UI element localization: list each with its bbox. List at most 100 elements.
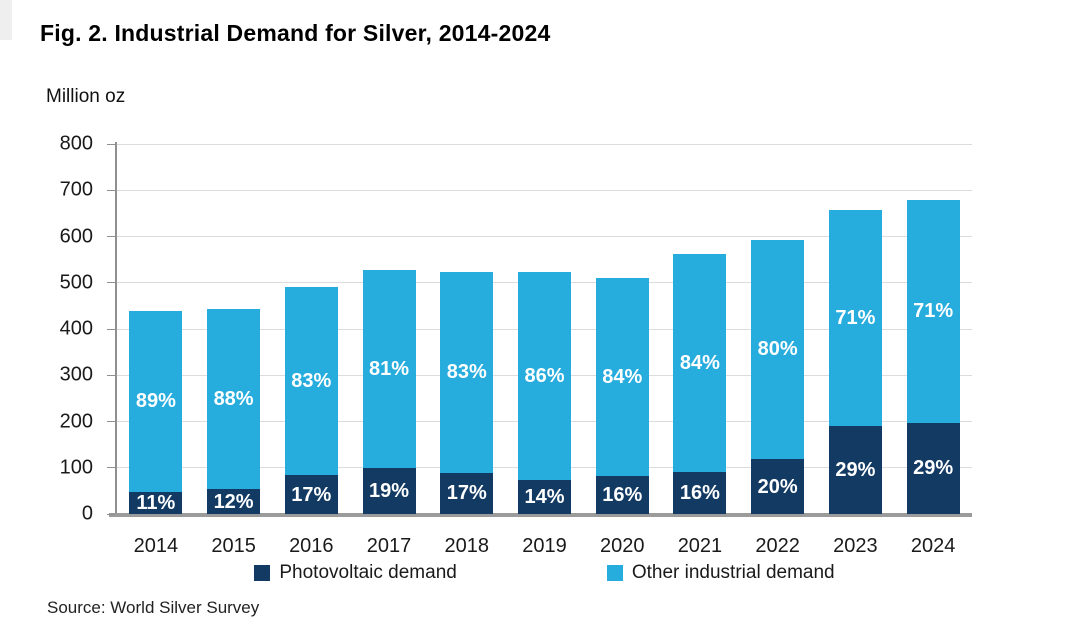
y-tick-label-600: 600	[59, 225, 93, 247]
figure-title: Fig. 2. Industrial Demand for Silver, 20…	[40, 20, 551, 46]
y-tick-label-0: 0	[81, 502, 93, 525]
bar-label-photovoltaic-2022: 20%	[757, 475, 798, 498]
y-tick-label-500: 500	[59, 271, 93, 294]
bar-group-2016: 17% 83% 2016	[272, 144, 350, 557]
bar-segment-photovoltaic-2023	[828, 425, 882, 514]
bar-segment-other-industrial-2018	[440, 271, 494, 473]
gridline-800	[117, 143, 972, 145]
bar-group-2014: 11% 89% 2014	[117, 144, 195, 557]
y-axis-line	[115, 142, 117, 514]
y-tick-label-100: 100	[59, 456, 93, 479]
bar-segment-photovoltaic-2016	[284, 475, 338, 514]
bar-segment-photovoltaic-2019	[517, 480, 571, 514]
bar-label-photovoltaic-2020: 16%	[602, 484, 643, 507]
bar-label-other-industrial-2019: 86%	[524, 365, 565, 388]
bar-segment-other-industrial-2016	[284, 287, 338, 476]
x-tick-label-2018: 2018	[444, 535, 490, 557]
bar-segment-other-industrial-2023	[828, 210, 882, 426]
y-tick-mark-500	[107, 282, 115, 284]
x-tick-label-2019: 2019	[522, 535, 567, 557]
bar-segment-other-industrial-2021	[673, 254, 727, 473]
bar-label-photovoltaic-2016: 17%	[291, 483, 332, 506]
x-tick-label-2014: 2014	[133, 535, 179, 557]
bar-segment-photovoltaic-2021	[673, 472, 727, 514]
bar-label-photovoltaic-2018: 17%	[446, 482, 487, 505]
y-tick-mark-400	[107, 328, 115, 330]
bar-segment-other-industrial-2017	[362, 270, 416, 468]
bar-label-photovoltaic-2017: 19%	[369, 479, 410, 502]
bar-segment-other-industrial-2014	[129, 310, 183, 492]
bar-label-photovoltaic-2014: 11%	[136, 491, 176, 514]
bar-label-other-industrial-2022: 80%	[757, 338, 798, 361]
bar-segment-photovoltaic-2022	[751, 459, 805, 514]
y-tick-label-300: 300	[59, 363, 93, 386]
bar-label-other-industrial-2016: 83%	[291, 370, 332, 393]
x-axis-line	[109, 513, 972, 517]
bar-segment-photovoltaic-2024	[906, 422, 960, 514]
bar-label-other-industrial-2021: 84%	[679, 352, 720, 375]
gridline-600	[117, 236, 972, 237]
bar-group-2019: 14% 86% 2019	[506, 144, 584, 557]
x-tick-label-2016: 2016	[289, 535, 334, 557]
bar-group-2020: 16% 84% 2020	[583, 144, 661, 557]
bar-group-2018: 17% 83% 2018	[428, 144, 506, 557]
x-tick-label-2023: 2023	[833, 535, 878, 557]
x-tick-label-2017: 2017	[366, 535, 412, 557]
x-tick-label-2021: 2021	[677, 535, 723, 557]
y-tick-label-200: 200	[59, 410, 93, 432]
x-tick-label-2024: 2024	[910, 535, 956, 557]
bar-segment-photovoltaic-2017	[362, 467, 416, 514]
legend-label-other-industrial: Other industrial demand	[631, 562, 835, 583]
bar-group-2023: 29% 71% 2023	[817, 144, 895, 557]
screenshot-artifact	[0, 0, 12, 40]
bar-group-2022: 20% 80% 2022	[739, 144, 817, 557]
x-tick-label-2015: 2015	[211, 535, 256, 557]
y-axis-unit-label: Million oz	[46, 86, 126, 107]
source-note: Source: World Silver Survey	[47, 598, 260, 617]
y-tick-label-400: 400	[59, 317, 93, 340]
bar-group-2015: 12% 88% 2015	[195, 144, 273, 557]
y-tick-label-800: 800	[59, 132, 93, 155]
y-tick-label-700: 700	[59, 178, 93, 201]
bar-segment-other-industrial-2015	[207, 309, 261, 490]
bar-segment-photovoltaic-2014	[129, 491, 183, 514]
bar-label-other-industrial-2020: 84%	[602, 365, 643, 388]
gridline-700	[117, 189, 972, 191]
bar-segment-other-industrial-2024	[906, 199, 960, 423]
bar-segment-photovoltaic-2020	[595, 476, 649, 514]
bar-segment-photovoltaic-2015	[207, 489, 261, 514]
bar-label-other-industrial-2023: 71%	[835, 307, 876, 330]
x-tick-label-2022: 2022	[755, 535, 800, 557]
legend-swatch-photovoltaic-icon	[254, 565, 271, 581]
bar-label-photovoltaic-2019: 14%	[524, 486, 565, 509]
y-tick-mark-700	[107, 189, 115, 191]
y-tick-mark-300	[107, 374, 115, 376]
bar-label-photovoltaic-2021: 16%	[679, 482, 720, 505]
bar-label-other-industrial-2024: 71%	[913, 300, 954, 323]
y-tick-mark-200	[107, 421, 115, 422]
y-tick-mark-0	[107, 513, 115, 515]
bar-label-photovoltaic-2015: 12%	[213, 490, 254, 513]
bar-group-2021: 16% 84% 2021	[661, 144, 739, 557]
bar-segment-other-industrial-2020	[595, 277, 649, 477]
bar-segment-other-industrial-2019	[517, 272, 571, 481]
plot-area: 0 100 200 300 400 500 600 700 800 11% 89% 2014 12% 88…	[60, 133, 972, 557]
legend-item-photovoltaic: Photovoltaic demand	[254, 562, 457, 584]
y-tick-mark-100	[107, 467, 115, 469]
bar-label-other-industrial-2018: 83%	[446, 361, 487, 384]
legend-label-photovoltaic: Photovoltaic demand	[279, 562, 457, 583]
bar-group-2024: 29% 71% 2024	[894, 144, 972, 557]
x-tick-label-2020: 2020	[599, 535, 645, 557]
bar-group-2017: 19% 81% 2017	[350, 144, 428, 557]
legend: Photovoltaic demand Other industrial dem…	[117, 562, 972, 584]
bar-label-other-industrial-2015: 88%	[213, 388, 254, 411]
bar-segment-photovoltaic-2018	[440, 472, 494, 514]
bar-label-photovoltaic-2023: 29%	[835, 458, 876, 481]
bar-segment-other-industrial-2022	[751, 239, 805, 460]
bar-label-photovoltaic-2024: 29%	[913, 457, 954, 480]
bar-label-other-industrial-2014: 89%	[135, 390, 176, 413]
legend-swatch-other-industrial-icon	[606, 565, 623, 581]
y-tick-mark-600	[107, 236, 115, 237]
y-tick-mark-800	[107, 143, 115, 145]
